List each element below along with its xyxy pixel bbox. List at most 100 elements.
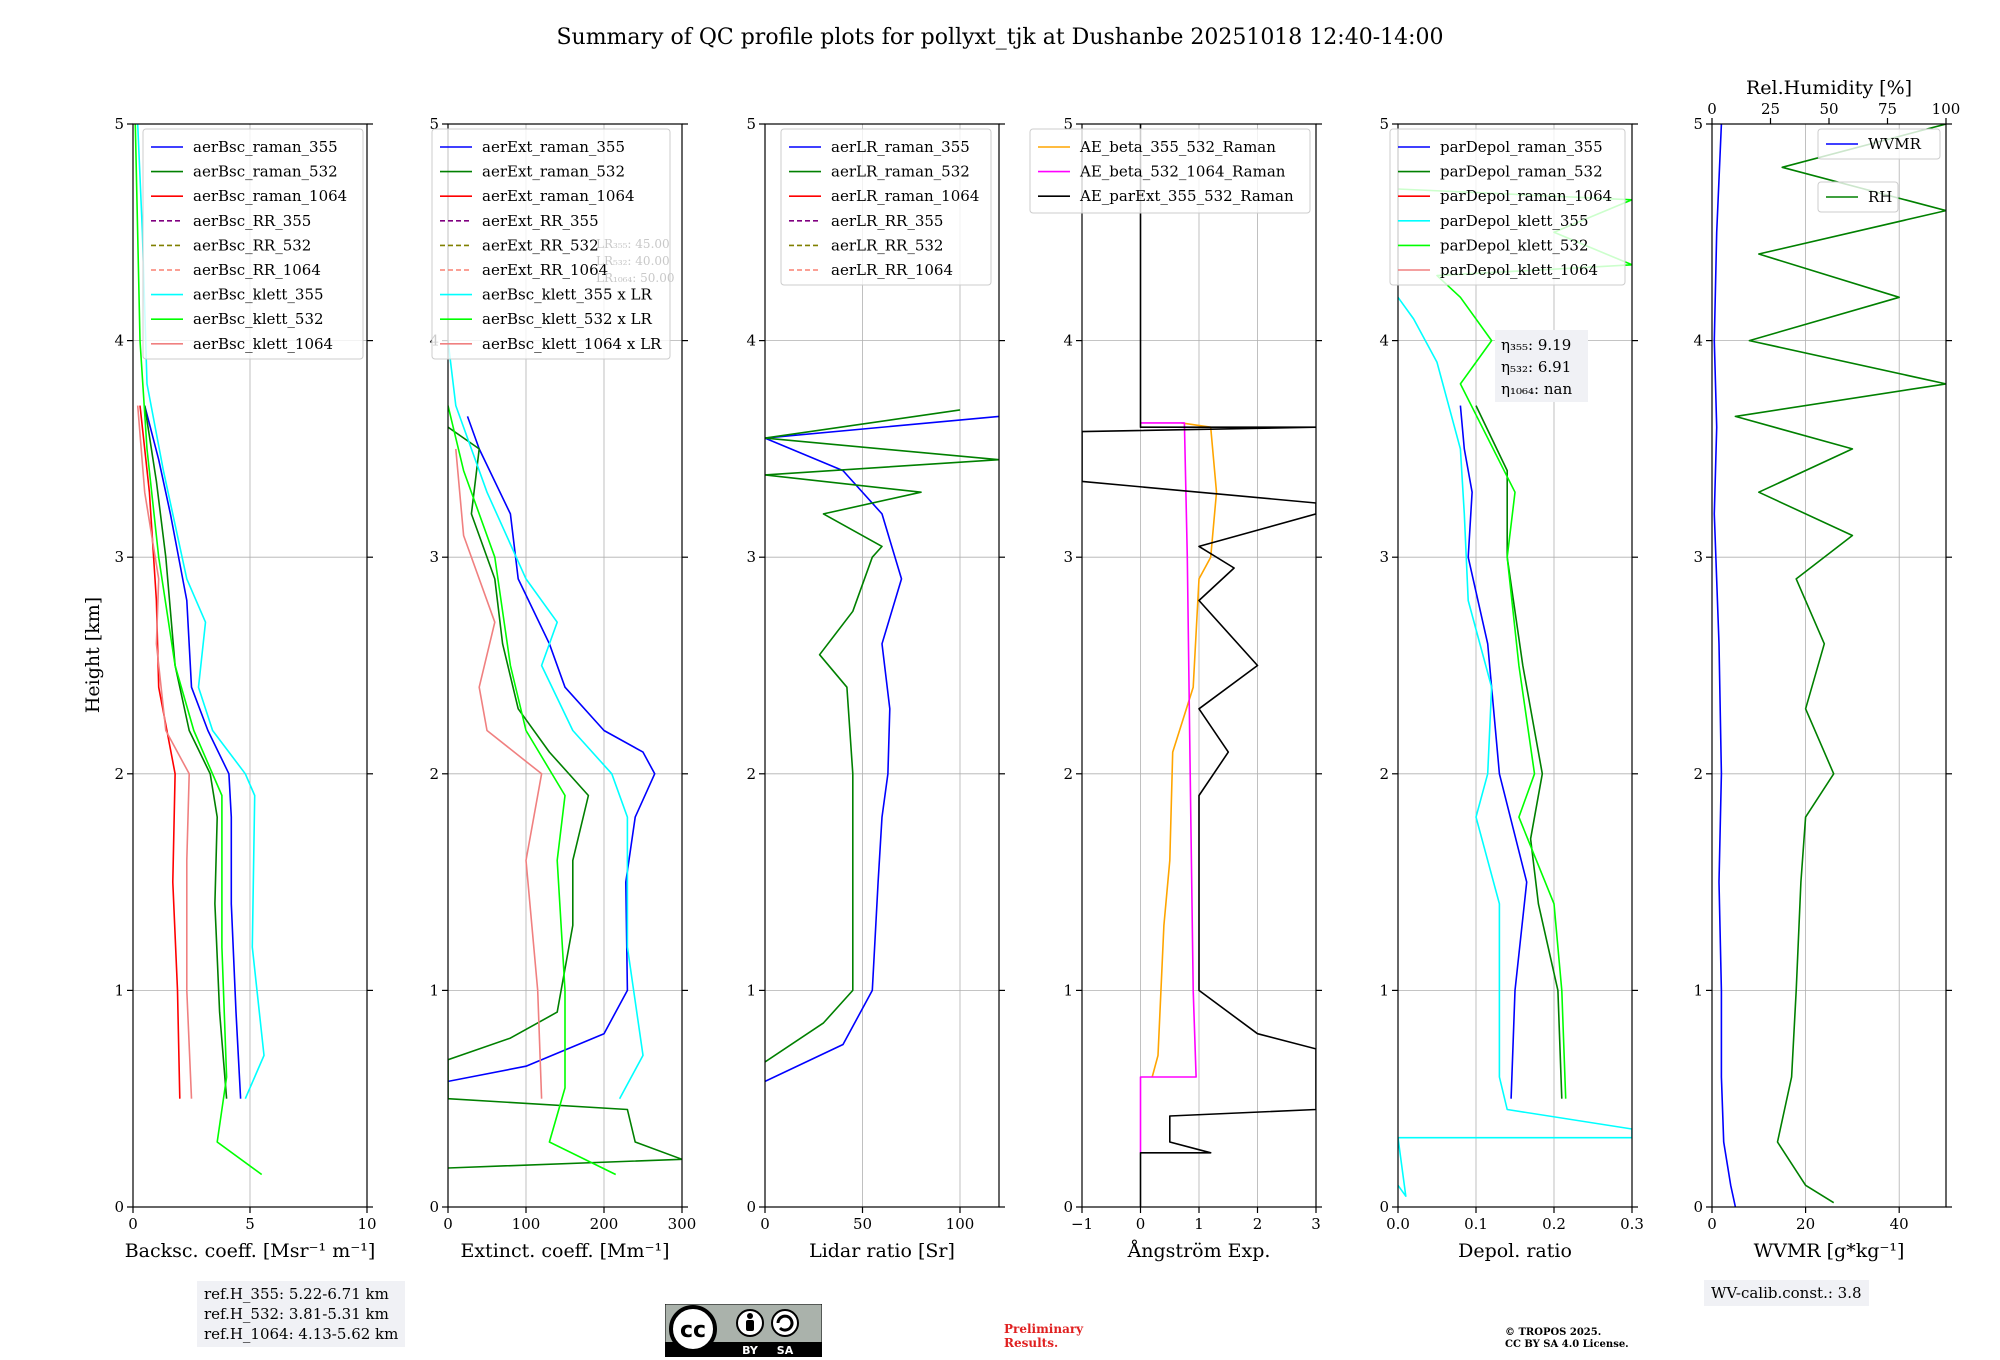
y-tick-label: 3	[1379, 548, 1389, 566]
y-tick-label: 4	[1063, 332, 1073, 350]
y-tick-label: 3	[429, 548, 439, 566]
x-tick-label: 200	[590, 1215, 619, 1233]
y-tick-label: 5	[114, 115, 124, 133]
legend-label: aerBsc_klett_532	[193, 310, 324, 328]
cc-icon	[669, 1305, 717, 1353]
series-aerLR-raman-532	[765, 409, 999, 1063]
legend: aerExt_raman_355 aerExt_raman_532 aerExt_r…	[431, 128, 671, 360]
x-tick-label: 20	[1796, 1215, 1815, 1233]
legend: AE_beta_355_532_Raman AE_beta_532_1064_Ra…	[1029, 128, 1311, 214]
annotation-text: LR₁₀₆₄: 50.00	[596, 271, 674, 285]
series-parDepol-raman-355	[1459, 405, 1528, 1099]
x-axis-label: Extinct. coeff. [Mm⁻¹]	[460, 1240, 669, 1262]
series-aerLR-raman-355	[765, 415, 999, 1083]
x2-tick-label: 0	[1707, 100, 1717, 118]
y-tick-label: 2	[746, 765, 756, 783]
legend-box	[431, 128, 671, 360]
x-tick-label: −1	[1071, 1215, 1093, 1233]
y-tick-label: 0	[114, 1198, 124, 1216]
x2-tick-label: 50	[1819, 100, 1838, 118]
series-aerBsc-klett-532	[134, 124, 263, 1176]
x-axis-label: WVMR [g*kg⁻¹]	[1754, 1240, 1905, 1262]
legend-label: AE_parExt_355_532_Raman	[1079, 187, 1294, 205]
legend-box	[780, 128, 992, 286]
wv-calib-const: WV-calib.const.: 3.8	[1711, 1284, 1862, 1302]
axes-frame	[1711, 123, 1947, 1208]
legend-label: parDepol_raman_532	[1440, 163, 1603, 181]
x-tick-label: 100	[512, 1215, 541, 1233]
preliminary-line-2: Results.	[1004, 1336, 1059, 1350]
y-tick-label: 5	[1693, 115, 1703, 133]
legend-box	[142, 128, 364, 360]
figure-title: Summary of QC profile plots for pollyxt_…	[556, 25, 1443, 50]
legend-label: aerLR_RR_532	[831, 236, 943, 254]
legend-label: aerExt_raman_1064	[482, 187, 635, 205]
legend-label: parDepol_klett_532	[1440, 236, 1589, 254]
legend-label: AE_beta_355_532_Raman	[1079, 138, 1276, 156]
legend: parDepol_raman_355 parDepol_raman_532 parD…	[1389, 128, 1626, 286]
y-tick-label: 1	[1063, 981, 1073, 999]
y-tick-label: 1	[429, 981, 439, 999]
series-aerBsc-raman-1064	[139, 405, 181, 1099]
y-tick-label: 4	[1379, 332, 1389, 350]
legend-label: AE_beta_532_1064_Raman	[1079, 163, 1286, 181]
series-aerBsc-klett-355-x-LR	[448, 340, 644, 1100]
sa-text: SA	[777, 1344, 794, 1357]
y-tick-label: 5	[1063, 115, 1073, 133]
x-tick-label: 0.0	[1386, 1215, 1410, 1233]
y-tick-label: 3	[114, 548, 124, 566]
panel-ext: 0123450100200300Extinct. coeff. [Mm⁻¹]ae…	[429, 115, 696, 1262]
reference-height-box: ref.H_355: 5.22-6.71 km ref.H_532: 3.81-…	[197, 1281, 406, 1347]
x-tick-label: 0	[760, 1215, 770, 1233]
y-tick-label: 1	[114, 981, 124, 999]
legend: aerLR_raman_355 aerLR_raman_532 aerLR_rama…	[780, 128, 992, 286]
legend-label: aerBsc_RR_532	[193, 236, 311, 254]
annotation-text: LR₅₃₂: 40.00	[596, 254, 670, 268]
ref-h-532: ref.H_532: 3.81-5.31 km	[204, 1305, 389, 1323]
wv-calibration-box: WV-calib.const.: 3.8	[1704, 1280, 1869, 1306]
legend-label: aerBsc_klett_1064	[193, 335, 333, 353]
annotation-text: LR₃₅₅: 45.00	[596, 237, 670, 251]
x-tick-label: 300	[668, 1215, 697, 1233]
y-tick-label: 1	[1693, 981, 1703, 999]
cc-text: cc	[680, 1318, 706, 1343]
annotation-text: η₁₀₆₄: nan	[1501, 380, 1572, 398]
y-tick-label: 0	[746, 1198, 756, 1216]
copyright-note: © TROPOS 2025. CC BY SA 4.0 License.	[1505, 1327, 1629, 1351]
x-tick-label: 100	[946, 1215, 975, 1233]
legend-label: parDepol_klett_355	[1440, 212, 1589, 230]
preliminary-note: Preliminary Results.	[1004, 1322, 1083, 1350]
legend: aerBsc_raman_355 aerBsc_raman_532 aerBsc_r…	[142, 128, 364, 360]
y-tick-label: 0	[1063, 1198, 1073, 1216]
x-tick-label: 0.3	[1620, 1215, 1644, 1233]
x-tick-label: 1	[1194, 1215, 1204, 1233]
ref-h-355: ref.H_355: 5.22-6.71 km	[204, 1285, 389, 1303]
y-tick-label: 3	[746, 548, 756, 566]
legend-label: aerLR_raman_1064	[831, 187, 979, 205]
preliminary-line-1: Preliminary	[1004, 1322, 1084, 1336]
legend-label: aerBsc_raman_532	[193, 163, 338, 181]
y-tick-label: 1	[1379, 981, 1389, 999]
legend-label: aerLR_RR_355	[831, 212, 943, 230]
y-tick-label: 3	[1693, 548, 1703, 566]
legend-label: aerBsc_RR_1064	[193, 261, 321, 279]
x-tick-label: 0.2	[1542, 1215, 1566, 1233]
copyright-line-2: CC BY SA 4.0 License.	[1505, 1339, 1629, 1350]
y-tick-label: 5	[746, 115, 756, 133]
legend-label: aerBsc_klett_355 x LR	[482, 286, 653, 304]
legend-label: aerExt_RR_355	[482, 212, 599, 230]
x2-axis-label: Rel.Humidity [%]	[1746, 77, 1912, 99]
y-tick-label: 0	[1693, 1198, 1703, 1216]
y-axis-label: Height [km]	[82, 597, 104, 713]
cc-by-sa-badge: cc BY SA	[665, 1304, 822, 1357]
y-tick-label: 2	[429, 765, 439, 783]
series-aerExt-raman-532	[448, 426, 682, 1169]
legend-label: parDepol_klett_1064	[1440, 261, 1598, 279]
series-parDepol-klett-355	[1398, 296, 1632, 1197]
series-AE-beta-532-1064-Raman	[1139, 422, 1197, 1153]
x-axis-label: Backsc. coeff. [Msr⁻¹ m⁻¹]	[125, 1240, 376, 1262]
